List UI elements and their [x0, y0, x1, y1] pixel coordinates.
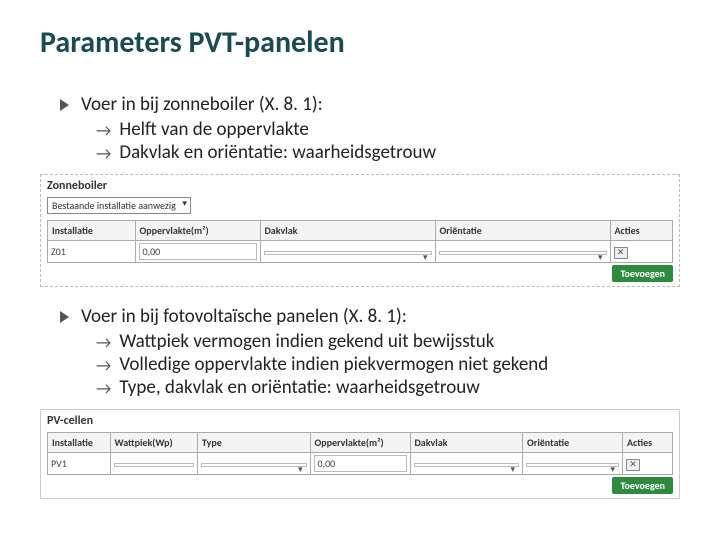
section-header: Zonneboiler — [47, 179, 673, 193]
zonneboiler-table: Installatie Oppervlakte(m²) Dakvlak Orië… — [47, 220, 673, 263]
arrow-icon: → — [96, 332, 111, 353]
form-zonneboiler: Zonneboiler Bestaande installatie aanwez… — [40, 174, 680, 287]
cell-installatie: Z01 — [48, 241, 136, 263]
arrow-icon: → — [96, 120, 111, 141]
col-dakvlak: Dakvlak — [410, 433, 523, 453]
bullet-l1: Voer in bij fotovoltaïsche panelen (X. 8… — [60, 305, 680, 328]
col-installatie: Installatie — [48, 221, 136, 241]
type-select[interactable] — [201, 463, 307, 467]
bullet-text: Type, dakvlak en oriëntatie: waarheidsge… — [119, 376, 479, 399]
triangle-bullet-icon — [60, 311, 69, 323]
col-orientatie: Oriëntatie — [523, 433, 623, 453]
dakvlak-select[interactable] — [264, 251, 432, 255]
bullet-block-zonneboiler: Voer in bij zonneboiler (X. 8. 1): → Hel… — [60, 93, 680, 164]
cell-installatie: PV1 — [48, 453, 111, 475]
delete-icon[interactable]: ✕ — [626, 459, 640, 471]
bullet-l2: → Volledige oppervlakte indien piekvermo… — [96, 353, 680, 376]
col-type: Type — [198, 433, 311, 453]
bullet-block-pv: Voer in bij fotovoltaïsche panelen (X. 8… — [60, 305, 680, 399]
col-installatie: Installatie — [48, 433, 111, 453]
bullet-text: Voer in bij fotovoltaïsche panelen (X. 8… — [81, 305, 407, 328]
pv-table: Installatie Wattpiek(Wp) Type Oppervlakt… — [47, 432, 673, 475]
add-button[interactable]: Toevoegen — [612, 265, 673, 282]
col-oppervlakte: Oppervlakte(m²) — [135, 221, 260, 241]
table-row: PV1 0,00 ✕ — [48, 453, 673, 475]
triangle-bullet-icon — [60, 99, 69, 111]
col-oppervlakte: Oppervlakte(m²) — [310, 433, 410, 453]
arrow-icon: → — [96, 378, 111, 399]
bullet-l2: → Helft van de oppervlakte — [96, 118, 680, 141]
col-acties: Acties — [623, 433, 673, 453]
existing-install-select[interactable]: Bestaande installatie aanwezig — [47, 197, 191, 214]
bullet-text: Dakvlak en oriëntatie: waarheidsgetrouw — [119, 141, 436, 164]
bullet-l2: → Wattpiek vermogen indien gekend uit be… — [96, 330, 680, 353]
bullet-text: Voer in bij zonneboiler (X. 8. 1): — [81, 93, 323, 116]
page-title: Parameters PVT-panelen — [40, 24, 680, 61]
bullet-l2: → Dakvlak en oriëntatie: waarheidsgetrou… — [96, 141, 680, 164]
form-pv: PV-cellen Installatie Wattpiek(Wp) Type … — [40, 409, 680, 499]
delete-icon[interactable]: ✕ — [614, 247, 628, 259]
col-orientatie: Oriëntatie — [435, 221, 610, 241]
arrow-icon: → — [96, 355, 111, 376]
section-header: PV-cellen — [47, 414, 673, 428]
bullet-text: Volledige oppervlakte indien piekvermoge… — [119, 353, 548, 376]
arrow-icon: → — [96, 143, 111, 164]
col-acties: Acties — [610, 221, 673, 241]
orientatie-select[interactable] — [439, 251, 607, 255]
bullet-text: Wattpiek vermogen indien gekend uit bewi… — [119, 330, 494, 353]
bullet-l1: Voer in bij zonneboiler (X. 8. 1): — [60, 93, 680, 116]
oppervlakte-input[interactable]: 0,00 — [314, 455, 407, 472]
table-row: Z01 0,00 ✕ — [48, 241, 673, 263]
add-button[interactable]: Toevoegen — [612, 477, 673, 494]
dakvlak-select[interactable] — [414, 463, 520, 467]
bullet-text: Helft van de oppervlakte — [119, 118, 309, 141]
orientatie-select[interactable] — [526, 463, 619, 467]
col-dakvlak: Dakvlak — [260, 221, 435, 241]
bullet-l2: → Type, dakvlak en oriëntatie: waarheids… — [96, 376, 680, 399]
col-wattpiek: Wattpiek(Wp) — [110, 433, 198, 453]
wattpiek-input[interactable] — [114, 463, 195, 467]
oppervlakte-input[interactable]: 0,00 — [139, 243, 257, 260]
